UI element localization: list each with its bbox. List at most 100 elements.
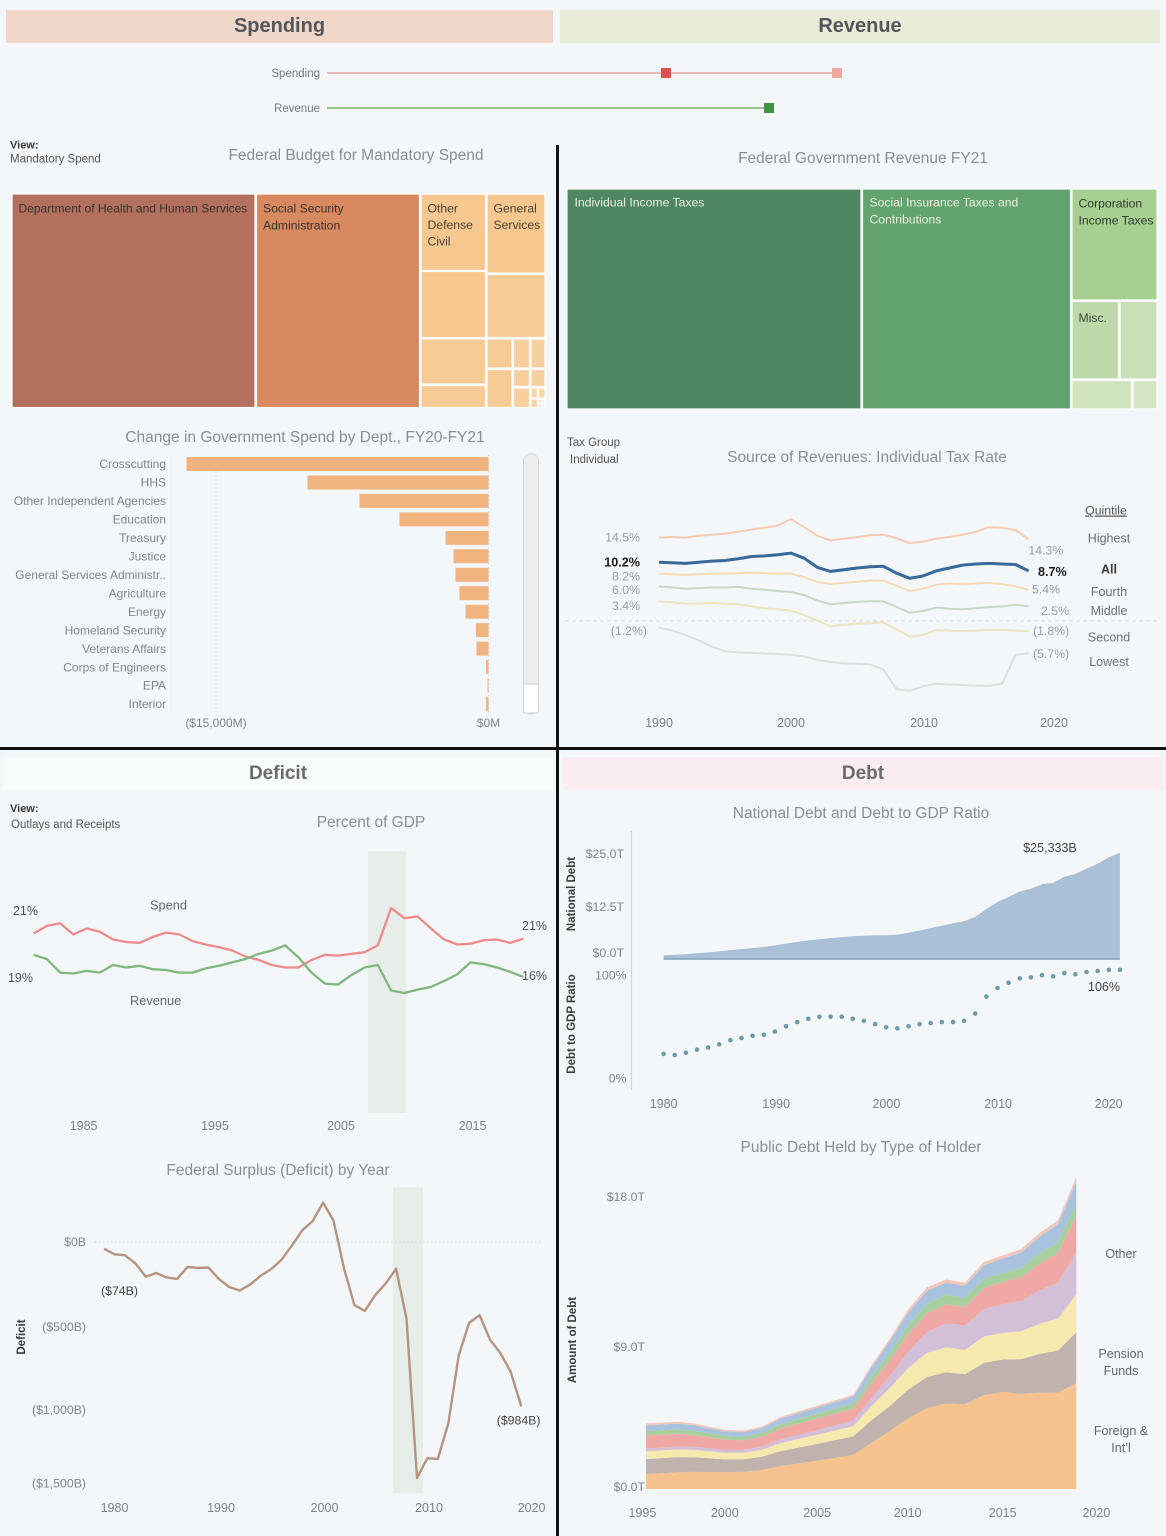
svg-text:2010: 2010 <box>984 1097 1012 1111</box>
svg-text:Mandatory Spend: Mandatory Spend <box>10 154 101 166</box>
svg-text:2005: 2005 <box>803 1506 831 1520</box>
svg-text:$0.0T: $0.0T <box>614 1480 646 1494</box>
svg-text:$25.0T: $25.0T <box>586 847 625 861</box>
svg-text:Source of Revenues: Individual: Source of Revenues: Individual Tax Rate <box>727 449 1007 466</box>
svg-text:(1.2%): (1.2%) <box>611 624 647 638</box>
svg-text:$0B: $0B <box>64 1235 86 1249</box>
svg-text:0%: 0% <box>609 1072 627 1086</box>
svg-text:Crosscutting: Crosscutting <box>99 457 166 471</box>
svg-text:106%: 106% <box>1088 980 1120 994</box>
svg-text:Pension: Pension <box>1098 1347 1143 1361</box>
svg-text:Individual: Individual <box>570 454 619 466</box>
svg-text:Department of Health and Human: Department of Health and Human Services <box>19 202 248 216</box>
svg-text:Income Taxes: Income Taxes <box>1079 214 1154 228</box>
svg-text:1990: 1990 <box>645 716 673 730</box>
svg-text:$9.0T: $9.0T <box>614 1340 646 1354</box>
svg-text:HHS: HHS <box>141 476 166 490</box>
svg-text:Education: Education <box>113 513 166 527</box>
svg-text:Revenue: Revenue <box>130 993 181 1008</box>
svg-text:Debt to GDP Ratio: Debt to GDP Ratio <box>566 974 578 1073</box>
svg-text:1980: 1980 <box>650 1097 678 1111</box>
svg-text:19%: 19% <box>8 971 33 985</box>
svg-text:Change in Government Spend by: Change in Government Spend by Dept., FY2… <box>125 430 484 446</box>
svg-text:$25,333B: $25,333B <box>1023 841 1077 855</box>
svg-text:Other: Other <box>1105 1247 1136 1261</box>
svg-text:6.0%: 6.0% <box>612 583 640 597</box>
svg-text:Second: Second <box>1088 631 1130 645</box>
svg-text:8.7%: 8.7% <box>1038 565 1067 579</box>
svg-text:Lowest: Lowest <box>1089 655 1129 669</box>
svg-text:Defense: Defense <box>428 218 474 232</box>
svg-text:3.4%: 3.4% <box>612 599 640 613</box>
svg-text:Tax Group: Tax Group <box>567 437 620 449</box>
svg-text:(5.7%): (5.7%) <box>1033 647 1069 661</box>
svg-text:$0.0T: $0.0T <box>593 946 625 960</box>
svg-text:Federal Surplus (Deficit) by Y: Federal Surplus (Deficit) by Year <box>166 1162 389 1179</box>
svg-text:2010: 2010 <box>894 1506 922 1520</box>
svg-text:Justice: Justice <box>129 550 167 564</box>
svg-text:Energy: Energy <box>128 605 166 619</box>
svg-text:Fourth: Fourth <box>1091 585 1127 599</box>
svg-text:2010: 2010 <box>910 716 938 730</box>
svg-text:16%: 16% <box>522 969 547 983</box>
svg-text:2020: 2020 <box>518 1501 546 1515</box>
svg-text:Misc.: Misc. <box>1079 311 1107 325</box>
svg-text:Spending: Spending <box>271 68 320 80</box>
svg-text:8.2%: 8.2% <box>612 570 640 584</box>
svg-text:Treasury: Treasury <box>119 531 166 545</box>
svg-text:21%: 21% <box>13 904 38 918</box>
svg-text:14.5%: 14.5% <box>605 531 640 545</box>
svg-text:Deficit: Deficit <box>16 1319 28 1354</box>
svg-text:($15,000M): ($15,000M) <box>185 716 246 730</box>
svg-text:Public Debt Held by Type of Ho: Public Debt Held by Type of Holder <box>741 1139 982 1156</box>
svg-text:Administration: Administration <box>263 219 340 233</box>
svg-text:Individual Income Taxes: Individual Income Taxes <box>575 196 705 210</box>
svg-text:Spend: Spend <box>150 898 187 913</box>
svg-text:2000: 2000 <box>311 1501 339 1515</box>
svg-text:Corps of Engineers: Corps of Engineers <box>63 660 166 674</box>
svg-text:2000: 2000 <box>777 716 805 730</box>
svg-text:View:: View: <box>10 803 39 815</box>
svg-text:Contributions: Contributions <box>870 213 942 227</box>
svg-text:General Services Administr..: General Services Administr.. <box>15 568 166 582</box>
svg-text:($984B): ($984B) <box>497 1414 541 1428</box>
svg-text:2.5%: 2.5% <box>1041 604 1069 618</box>
svg-text:2005: 2005 <box>327 1119 355 1133</box>
svg-text:Foreign &: Foreign & <box>1094 1424 1149 1438</box>
svg-text:Civil: Civil <box>428 235 451 249</box>
svg-text:View:: View: <box>10 140 39 152</box>
svg-text:Revenue: Revenue <box>274 103 320 115</box>
svg-text:21%: 21% <box>522 919 547 933</box>
svg-text:14.3%: 14.3% <box>1028 543 1063 557</box>
svg-text:2000: 2000 <box>711 1506 739 1520</box>
svg-text:2020: 2020 <box>1082 1506 1110 1520</box>
svg-text:Agriculture: Agriculture <box>109 586 167 600</box>
svg-text:$18.0T: $18.0T <box>607 1190 646 1204</box>
svg-text:1990: 1990 <box>207 1501 235 1515</box>
svg-text:Veterans Affairs: Veterans Affairs <box>82 642 166 656</box>
svg-text:Federal Budget for Mandatory S: Federal Budget for Mandatory Spend <box>228 147 483 164</box>
svg-text:1985: 1985 <box>70 1119 98 1133</box>
svg-text:Percent of GDP: Percent of GDP <box>317 814 426 831</box>
svg-text:1995: 1995 <box>201 1119 229 1133</box>
svg-text:10.2%: 10.2% <box>604 556 640 570</box>
svg-text:5.4%: 5.4% <box>1032 583 1060 597</box>
svg-text:Highest: Highest <box>1088 532 1131 546</box>
svg-text:2010: 2010 <box>415 1501 443 1515</box>
svg-text:Funds: Funds <box>1104 1364 1139 1378</box>
svg-text:Interior: Interior <box>129 697 166 711</box>
svg-text:2015: 2015 <box>989 1506 1017 1520</box>
svg-text:Quintile: Quintile <box>1085 504 1127 518</box>
svg-text:2020: 2020 <box>1095 1097 1123 1111</box>
svg-text:($1,500B): ($1,500B) <box>32 1477 86 1491</box>
svg-text:$12.5T: $12.5T <box>586 900 625 914</box>
svg-text:EPA: EPA <box>143 679 166 693</box>
svg-text:General: General <box>494 202 537 216</box>
svg-text:(1.8%): (1.8%) <box>1033 624 1069 638</box>
svg-text:2000: 2000 <box>872 1097 900 1111</box>
svg-text:($500B): ($500B) <box>42 1320 86 1334</box>
svg-text:1995: 1995 <box>628 1506 656 1520</box>
svg-text:Social Insurance Taxes and: Social Insurance Taxes and <box>870 196 1019 210</box>
svg-text:100%: 100% <box>595 969 627 983</box>
svg-text:National Debt: National Debt <box>566 857 578 931</box>
